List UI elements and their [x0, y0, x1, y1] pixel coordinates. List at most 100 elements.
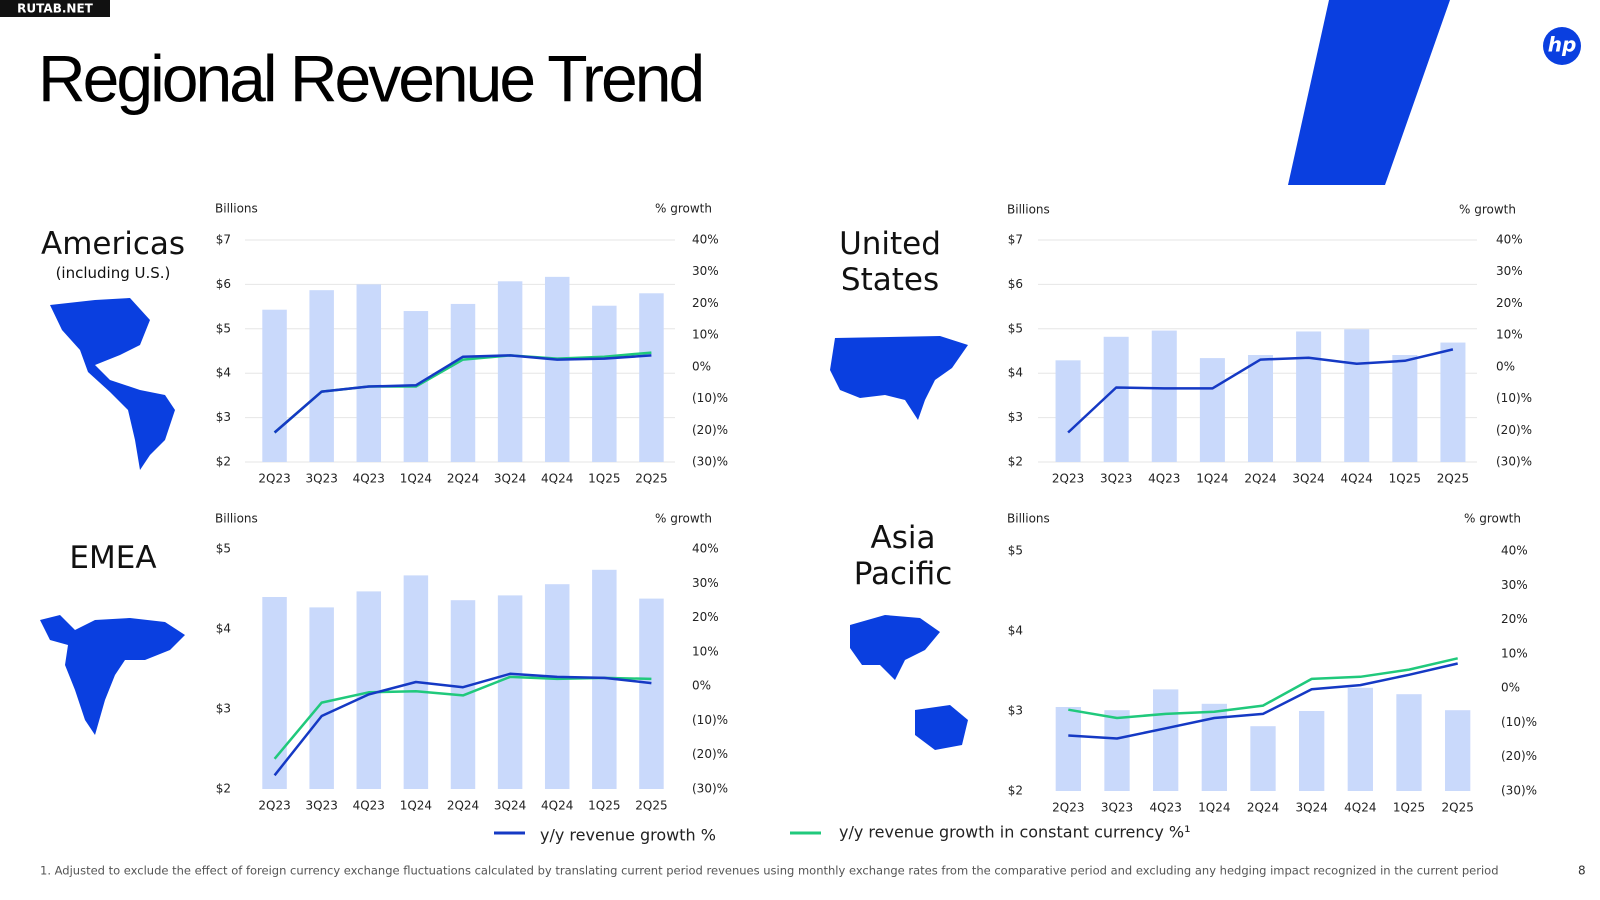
y-tick-label: $2 [1008, 784, 1023, 798]
growth-line [1067, 348, 1454, 434]
y-tick-label: $4 [216, 366, 231, 380]
y2-tick-label: 0% [1496, 359, 1515, 373]
legend-label: y/y revenue growth in constant currency … [839, 823, 1191, 842]
bar [544, 276, 570, 462]
x-tick-label: 1Q25 [588, 472, 620, 486]
y-tick-label: $3 [216, 702, 231, 716]
y2-axis-title: % growth [655, 202, 712, 216]
region-subtitle: (including U.S.) [55, 264, 171, 282]
y-tick-label: $5 [1008, 544, 1023, 558]
bar [592, 305, 617, 462]
map-americas [50, 298, 175, 470]
y2-tick-label: (20)% [692, 747, 728, 761]
x-tick-label: 3Q23 [1100, 472, 1132, 486]
x-tick-label: 2Q24 [1244, 472, 1276, 486]
region-label: Asia Pacific [853, 520, 953, 592]
y2-tick-label: (20)% [1496, 423, 1532, 437]
x-tick-label: 3Q24 [1292, 472, 1324, 486]
y-tick-label: $2 [216, 782, 231, 796]
y2-axis-title: % growth [1459, 203, 1516, 217]
y2-tick-label: 30% [692, 264, 719, 278]
bar [1445, 710, 1471, 791]
bar [1247, 354, 1274, 462]
y2-tick-label: 20% [1496, 296, 1523, 310]
y2-tick-label: 0% [1501, 681, 1520, 695]
x-tick-label: 1Q24 [400, 799, 432, 813]
y-tick-label: $3 [1008, 704, 1023, 718]
x-tick-label: 2Q23 [258, 472, 290, 486]
watermark-bg [0, 0, 110, 17]
y-tick-label: $5 [216, 321, 231, 335]
x-tick-label: 3Q24 [494, 472, 526, 486]
bar [497, 281, 523, 462]
bar [497, 595, 523, 789]
logo: hp [1548, 33, 1577, 57]
y-tick-label: $7 [1008, 233, 1023, 247]
y2-tick-label: (30)% [692, 455, 728, 469]
y2-axis-title: % growth [1464, 512, 1521, 526]
y-axis-title: Billions [215, 512, 258, 526]
y2-tick-label: 30% [1501, 578, 1528, 592]
y2-tick-label: 30% [1496, 264, 1523, 278]
bar [639, 293, 664, 462]
x-tick-label: 4Q24 [541, 799, 573, 813]
footnote: 1. Adjusted to exclude the effect of for… [40, 864, 1499, 878]
y2-tick-label: (10)% [692, 391, 728, 405]
x-tick-label: 4Q24 [1341, 472, 1373, 486]
bar [1347, 687, 1373, 791]
bar [1055, 707, 1081, 791]
x-tick-label: 2Q23 [1052, 472, 1084, 486]
y-tick-label: $5 [1008, 321, 1023, 335]
x-tick-label: 2Q25 [1437, 472, 1469, 486]
legend-label: y/y revenue growth % [540, 826, 716, 845]
x-tick-label: 2Q25 [635, 472, 667, 486]
y2-tick-label: 40% [692, 233, 719, 247]
y-tick-label: $4 [216, 622, 231, 636]
region-label: United States [839, 226, 941, 298]
bar [1392, 354, 1418, 462]
y-tick-label: $6 [1008, 277, 1023, 291]
bar [309, 607, 334, 789]
x-tick-label: 1Q24 [1196, 472, 1228, 486]
region-label: EMEA [69, 540, 157, 576]
x-tick-label: 4Q24 [541, 472, 573, 486]
y2-axis-title: % growth [655, 512, 712, 526]
y2-tick-label: (30)% [1501, 784, 1537, 798]
y2-tick-label: (20)% [692, 423, 728, 437]
logo-circle [1543, 27, 1581, 65]
y-axis-title: Billions [1007, 203, 1050, 217]
y2-tick-label: 30% [692, 576, 719, 590]
region-label: Americas [40, 226, 186, 262]
y2-tick-label: 10% [1496, 328, 1523, 342]
growth-line [1068, 657, 1458, 720]
x-tick-label: 4Q23 [1148, 472, 1180, 486]
y2-tick-label: (30)% [692, 782, 728, 796]
x-tick-label: 1Q25 [1389, 472, 1421, 486]
y2-tick-label: 10% [692, 328, 719, 342]
y2-tick-label: 40% [692, 542, 719, 556]
x-tick-label: 3Q23 [1101, 801, 1133, 815]
y-tick-label: $4 [1008, 624, 1023, 638]
map-apac [850, 615, 968, 750]
map-us [830, 336, 968, 420]
x-tick-label: 4Q23 [1149, 801, 1181, 815]
growth-line [1068, 662, 1458, 740]
x-tick-label: 1Q24 [1198, 801, 1230, 815]
bar [1296, 331, 1322, 462]
bar [639, 598, 664, 789]
bar [356, 284, 382, 462]
x-tick-label: 2Q24 [447, 799, 479, 813]
y2-tick-label: 20% [692, 296, 719, 310]
y2-tick-label: 20% [1501, 612, 1528, 626]
x-tick-label: 3Q23 [305, 472, 337, 486]
y-tick-label: $7 [216, 233, 231, 247]
y2-tick-label: (10)% [1501, 715, 1537, 729]
bar [1104, 710, 1130, 791]
bar [262, 597, 287, 789]
bar [356, 591, 382, 789]
bar [1440, 342, 1466, 462]
x-tick-label: 3Q24 [494, 799, 526, 813]
y2-tick-label: (30)% [1496, 455, 1532, 469]
y2-tick-label: 40% [1496, 233, 1523, 247]
